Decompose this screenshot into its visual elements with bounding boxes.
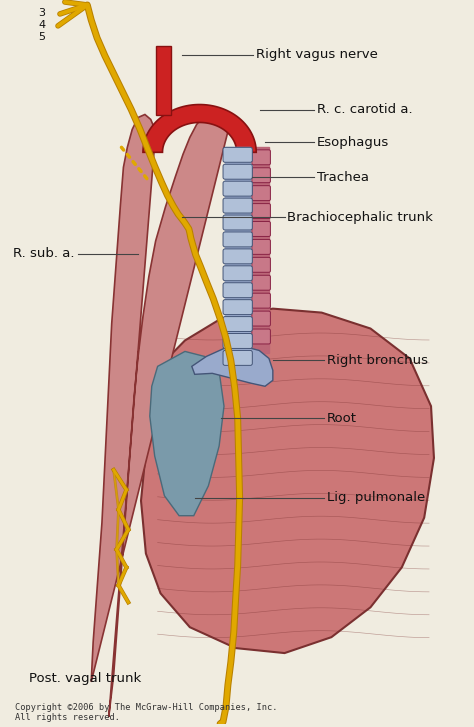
FancyBboxPatch shape: [223, 215, 252, 230]
FancyBboxPatch shape: [223, 283, 252, 297]
FancyBboxPatch shape: [223, 316, 252, 332]
Text: 4: 4: [38, 20, 46, 30]
FancyBboxPatch shape: [252, 185, 270, 201]
FancyBboxPatch shape: [223, 249, 252, 264]
Text: Brachiocephalic trunk: Brachiocephalic trunk: [288, 211, 433, 223]
Text: Right bronchus: Right bronchus: [327, 354, 428, 367]
FancyBboxPatch shape: [252, 168, 270, 182]
Text: Post. vagal trunk: Post. vagal trunk: [29, 672, 141, 686]
Text: Copyright ©2006 by The McGraw-Hill Companies, Inc.
All rights reserved.: Copyright ©2006 by The McGraw-Hill Compa…: [15, 703, 278, 722]
FancyBboxPatch shape: [223, 300, 252, 315]
Text: Esophagus: Esophagus: [317, 136, 389, 149]
FancyBboxPatch shape: [252, 257, 270, 273]
Text: R. c. carotid a.: R. c. carotid a.: [317, 103, 412, 116]
FancyBboxPatch shape: [252, 329, 270, 344]
FancyBboxPatch shape: [252, 239, 270, 254]
Text: 3: 3: [38, 8, 46, 18]
Polygon shape: [155, 46, 171, 116]
FancyBboxPatch shape: [252, 293, 270, 308]
Polygon shape: [143, 105, 256, 153]
Text: Root: Root: [327, 411, 356, 425]
FancyBboxPatch shape: [252, 222, 270, 236]
FancyBboxPatch shape: [223, 181, 252, 196]
Polygon shape: [253, 148, 269, 353]
FancyBboxPatch shape: [252, 204, 270, 219]
Polygon shape: [91, 111, 228, 717]
FancyBboxPatch shape: [223, 232, 252, 247]
FancyBboxPatch shape: [252, 311, 270, 326]
Text: Lig. pulmonale: Lig. pulmonale: [327, 491, 425, 505]
FancyBboxPatch shape: [223, 148, 252, 162]
Polygon shape: [150, 351, 224, 515]
Text: R. sub. a.: R. sub. a.: [13, 247, 74, 260]
FancyBboxPatch shape: [223, 350, 252, 366]
FancyBboxPatch shape: [252, 276, 270, 290]
Polygon shape: [225, 148, 250, 364]
Text: Right vagus nerve: Right vagus nerve: [256, 48, 378, 61]
Text: 5: 5: [38, 32, 46, 42]
FancyBboxPatch shape: [223, 198, 252, 213]
FancyBboxPatch shape: [223, 164, 252, 179]
FancyBboxPatch shape: [223, 266, 252, 281]
FancyBboxPatch shape: [252, 150, 270, 165]
Polygon shape: [141, 309, 434, 653]
Text: Trachea: Trachea: [317, 171, 369, 184]
Polygon shape: [192, 347, 273, 386]
FancyBboxPatch shape: [223, 334, 252, 348]
